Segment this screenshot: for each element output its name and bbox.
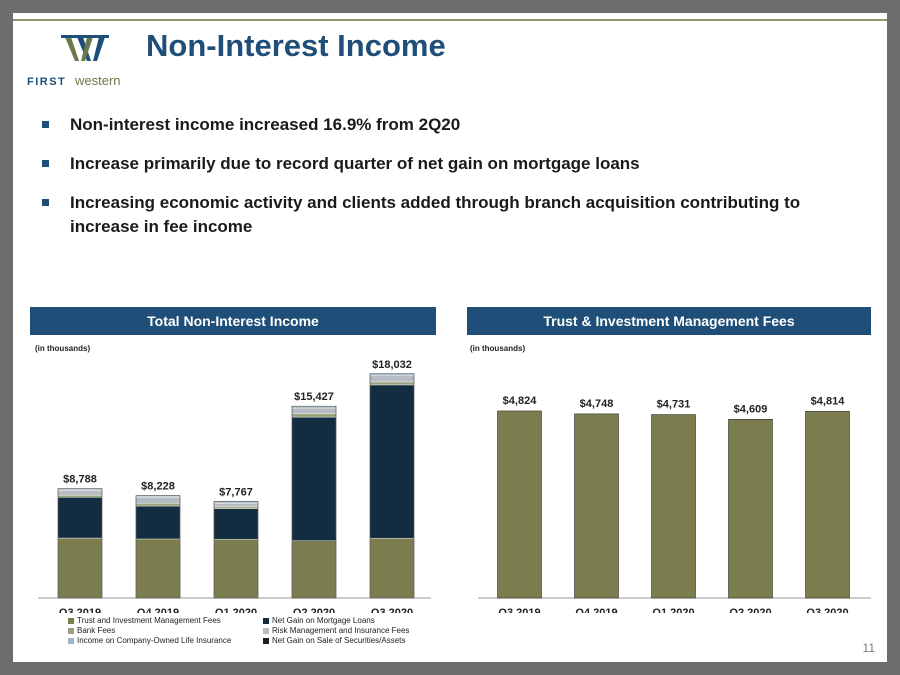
legend-swatch [68, 618, 74, 624]
right-chart-header: Trust & Investment Management Fees [467, 307, 871, 335]
legend-label: Income on Company-Owned Life Insurance [77, 636, 232, 645]
bar-segment [213, 502, 259, 508]
bullet-square-icon [42, 199, 49, 206]
bar-segment [57, 494, 103, 498]
data-label: $8,788 [63, 474, 97, 486]
logo-text-western: western [74, 73, 121, 88]
bar-segment [369, 384, 415, 539]
bar-segment [135, 497, 181, 504]
bar-outline [213, 501, 259, 599]
logo-text-first: FIRST [27, 76, 66, 88]
legend-swatch [68, 638, 74, 644]
bar [651, 414, 696, 599]
bullet-item: Increase primarily due to record quarter… [38, 152, 858, 176]
x-tick-label: Q4 2019 [575, 607, 617, 613]
legend-swatch [68, 628, 74, 634]
x-tick-label: Q3 2019 [498, 607, 540, 613]
bar [805, 411, 850, 599]
x-tick-label: Q4 2019 [137, 607, 179, 613]
top-rule [13, 19, 887, 21]
bar-outline [57, 488, 103, 599]
w-mark-icon [61, 35, 109, 61]
x-tick-label: Q3 2020 [371, 607, 413, 613]
data-label: $4,748 [580, 398, 614, 410]
data-label: $15,427 [294, 391, 334, 403]
bullet-text: Increasing economic activity and clients… [70, 193, 801, 236]
legend-swatch [263, 638, 269, 644]
bar [497, 410, 542, 599]
data-label: $7,767 [219, 486, 253, 498]
bar-segment [57, 497, 103, 539]
data-label: $4,731 [657, 399, 691, 411]
bullet-text: Non-interest income increased 16.9% from… [70, 115, 461, 134]
bar-segment [291, 416, 337, 541]
trust-investment-fees-chart: $4,824 Q3 2019 $4,748 Q4 2019 $4,731 Q1 2020 $… [478, 395, 871, 613]
legend-item: Bank Fees [68, 626, 115, 635]
data-label: $4,814 [811, 395, 846, 407]
left-units-note: (in thousands) [35, 344, 91, 353]
right-units-note: (in thousands) [470, 344, 526, 353]
legend-label: Bank Fees [77, 626, 116, 635]
bar-segment [213, 506, 259, 509]
total-non-interest-income-chart: $8,788 Q3 2019 $8,228 Q4 2019 $7,767 Q1 2020 $… [38, 359, 431, 613]
data-label: $18,032 [372, 359, 412, 371]
bullet-square-icon [42, 160, 49, 167]
bullet-square-icon [42, 121, 49, 128]
data-label: $4,824 [503, 395, 538, 407]
bar-segment [135, 502, 181, 507]
legend-item: Trust and Investment Management Fees [68, 616, 221, 625]
legend-item: Income on Company-Owned Life Insurance [68, 636, 231, 645]
bar [574, 413, 619, 599]
bar-outline [135, 495, 181, 599]
legend-item: Risk Management and Insurance Fees [263, 626, 409, 635]
bullet-item: Non-interest income increased 16.9% from… [38, 113, 858, 137]
bar-segment [291, 407, 337, 415]
legend-item: Net Gain on Sale of Securities/Assets [263, 636, 405, 645]
first-western-logo: FIRST western [27, 35, 121, 88]
x-tick-label: Q2 2020 [729, 607, 771, 613]
bar-segment [57, 537, 103, 599]
bar-segment [369, 375, 415, 383]
data-label: $8,228 [141, 481, 175, 493]
bar-segment [291, 540, 337, 599]
x-tick-label: Q1 2020 [215, 607, 257, 613]
legend-label: Net Gain on Mortgage Loans [272, 616, 375, 625]
legend-label: Net Gain on Sale of Securities/Assets [272, 636, 406, 645]
left-chart-header: Total Non-Interest Income [30, 307, 436, 335]
x-tick-label: Q3 2019 [59, 607, 101, 613]
bar-outline [369, 373, 415, 599]
bar-segment [135, 505, 181, 540]
bar-outline [291, 405, 337, 599]
bar-segment [135, 538, 181, 599]
x-tick-label: Q2 2020 [293, 607, 335, 613]
page-number: 11 [862, 641, 875, 655]
page-title: Non-Interest Income [146, 28, 446, 63]
legend-swatch [263, 628, 269, 634]
x-tick-label: Q1 2020 [652, 607, 694, 613]
data-label: $4,609 [734, 403, 768, 415]
slide: FIRST western Non-Interest Income Non-in… [13, 13, 887, 662]
bullet-text: Increase primarily due to record quarter… [70, 154, 640, 173]
bar-segment [369, 537, 415, 599]
legend-item: Net Gain on Mortgage Loans [263, 616, 375, 625]
legend-label: Trust and Investment Management Fees [77, 616, 221, 625]
bar [728, 418, 773, 599]
legend-swatch [263, 618, 269, 624]
legend-label: Risk Management and Insurance Fees [272, 626, 410, 635]
bar-segment [57, 490, 103, 496]
bullet-list: Non-interest income increased 16.9% from… [38, 113, 858, 254]
bullet-item: Increasing economic activity and clients… [38, 191, 858, 239]
bar-segment [369, 381, 415, 386]
bar-segment [213, 538, 259, 599]
bar-segment [213, 508, 259, 540]
x-tick-label: Q3 2020 [806, 607, 848, 613]
bar-segment [291, 413, 337, 418]
